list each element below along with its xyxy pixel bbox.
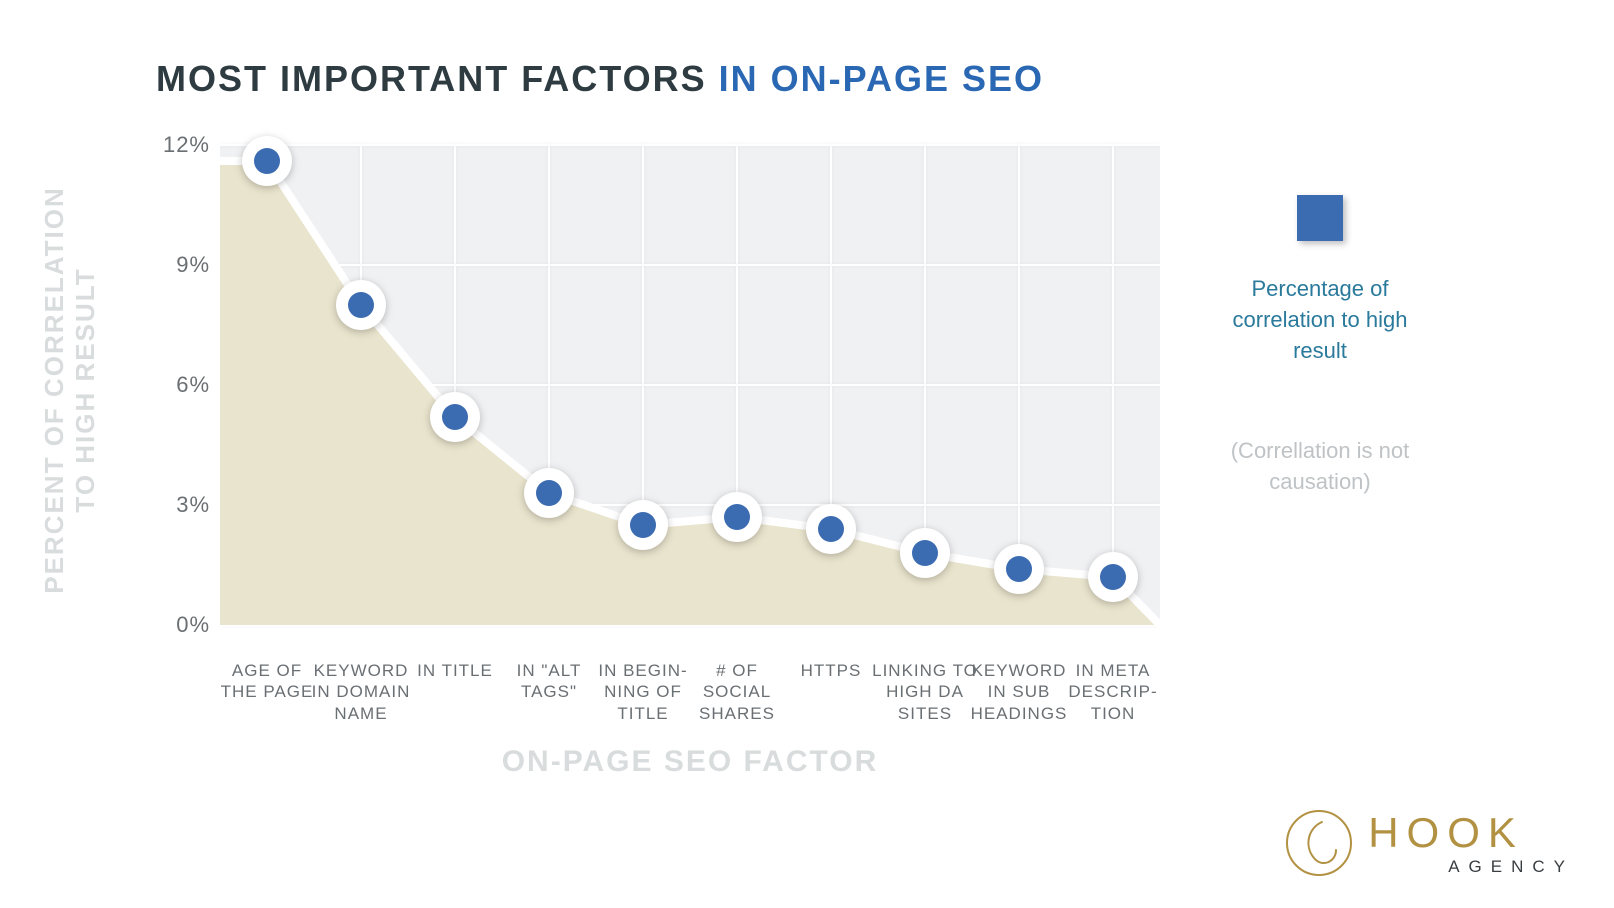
x-category-label: AGE OF THE PAGE	[221, 660, 314, 703]
x-category-label: # OF SOCIAL SHARES	[699, 660, 775, 724]
x-axis-title: ON-PAGE SEO FACTOR	[502, 745, 879, 779]
x-category-label: KEYWORD IN DOMAIN NAME	[312, 660, 411, 724]
x-category-label: IN BEGIN- NING OF TITLE	[598, 660, 687, 724]
marker-inner	[1100, 564, 1126, 590]
x-category-label: IN "ALT TAGS"	[517, 660, 582, 703]
hook-logo-icon	[1284, 808, 1354, 878]
title-part-2: IN ON-PAGE SEO	[719, 58, 1044, 99]
plot-area	[220, 145, 1160, 625]
logo-wordmark: HOOK AGENCY	[1368, 812, 1574, 875]
marker-inner	[536, 480, 562, 506]
y-tick-label: 12%	[0, 132, 210, 158]
x-category-label: LINKING TO HIGH DA SITES	[872, 660, 978, 724]
title-part-1: MOST IMPORTANT FACTORS	[156, 58, 719, 99]
legend: Percentage of correlation to high result…	[1205, 195, 1435, 498]
y-tick-label: 0%	[0, 612, 210, 638]
x-category-label: HTTPS	[801, 660, 862, 681]
y-tick-label: 3%	[0, 492, 210, 518]
marker-inner	[724, 504, 750, 530]
chart-svg	[220, 145, 520, 295]
marker-inner	[442, 404, 468, 430]
legend-note: (Correllation is not causation)	[1205, 436, 1435, 498]
marker-inner	[348, 292, 374, 318]
marker-inner	[254, 148, 280, 174]
legend-text: Percentage of correlation to high result	[1205, 274, 1435, 366]
y-tick-label: 6%	[0, 372, 210, 398]
marker-inner	[818, 516, 844, 542]
x-category-label: IN TITLE	[417, 660, 493, 681]
x-category-label: KEYWORD IN SUB HEADINGS	[971, 660, 1068, 724]
brand-logo: HOOK AGENCY	[1284, 808, 1574, 878]
y-tick-label: 9%	[0, 252, 210, 278]
marker-inner	[630, 512, 656, 538]
chart-title: MOST IMPORTANT FACTORS IN ON-PAGE SEO	[0, 58, 1200, 100]
legend-swatch	[1297, 195, 1343, 241]
logo-hook-shape	[1309, 822, 1337, 863]
x-category-label: IN META DESCRIP- TION	[1068, 660, 1157, 724]
marker-inner	[1006, 556, 1032, 582]
logo-sub-text: AGENCY	[1448, 858, 1574, 875]
logo-ring	[1287, 811, 1351, 875]
logo-brand-text: HOOK	[1368, 812, 1524, 854]
infographic-stage: MOST IMPORTANT FACTORS IN ON-PAGE SEO PE…	[0, 0, 1614, 908]
marker-inner	[912, 540, 938, 566]
